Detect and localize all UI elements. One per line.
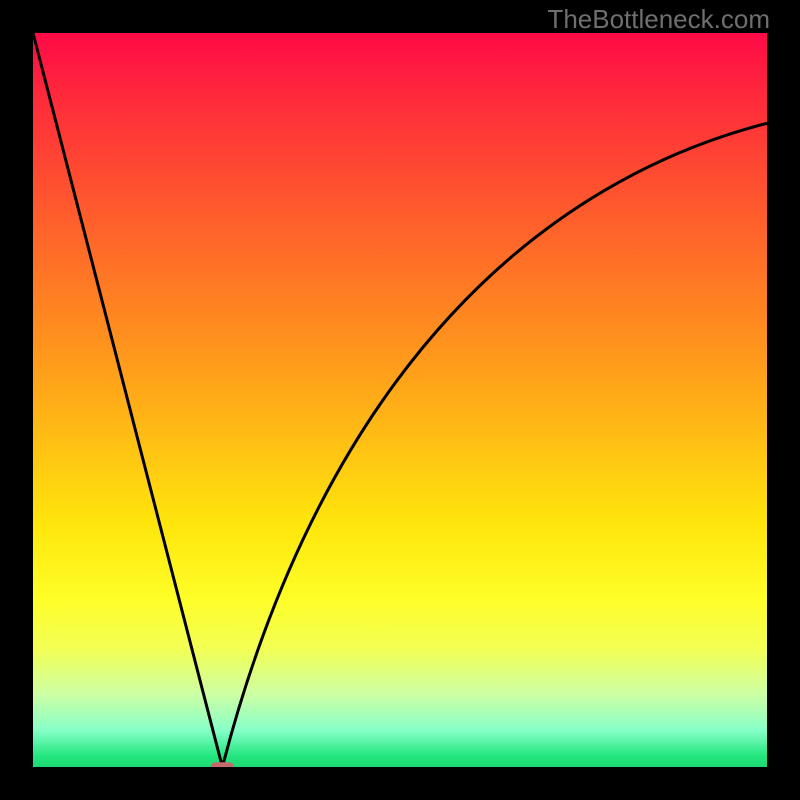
gradient-background	[33, 33, 767, 767]
plot-area	[33, 33, 767, 767]
watermark-text: TheBottleneck.com	[547, 4, 770, 35]
stage: TheBottleneck.com	[0, 0, 800, 800]
minimum-marker	[211, 762, 234, 767]
